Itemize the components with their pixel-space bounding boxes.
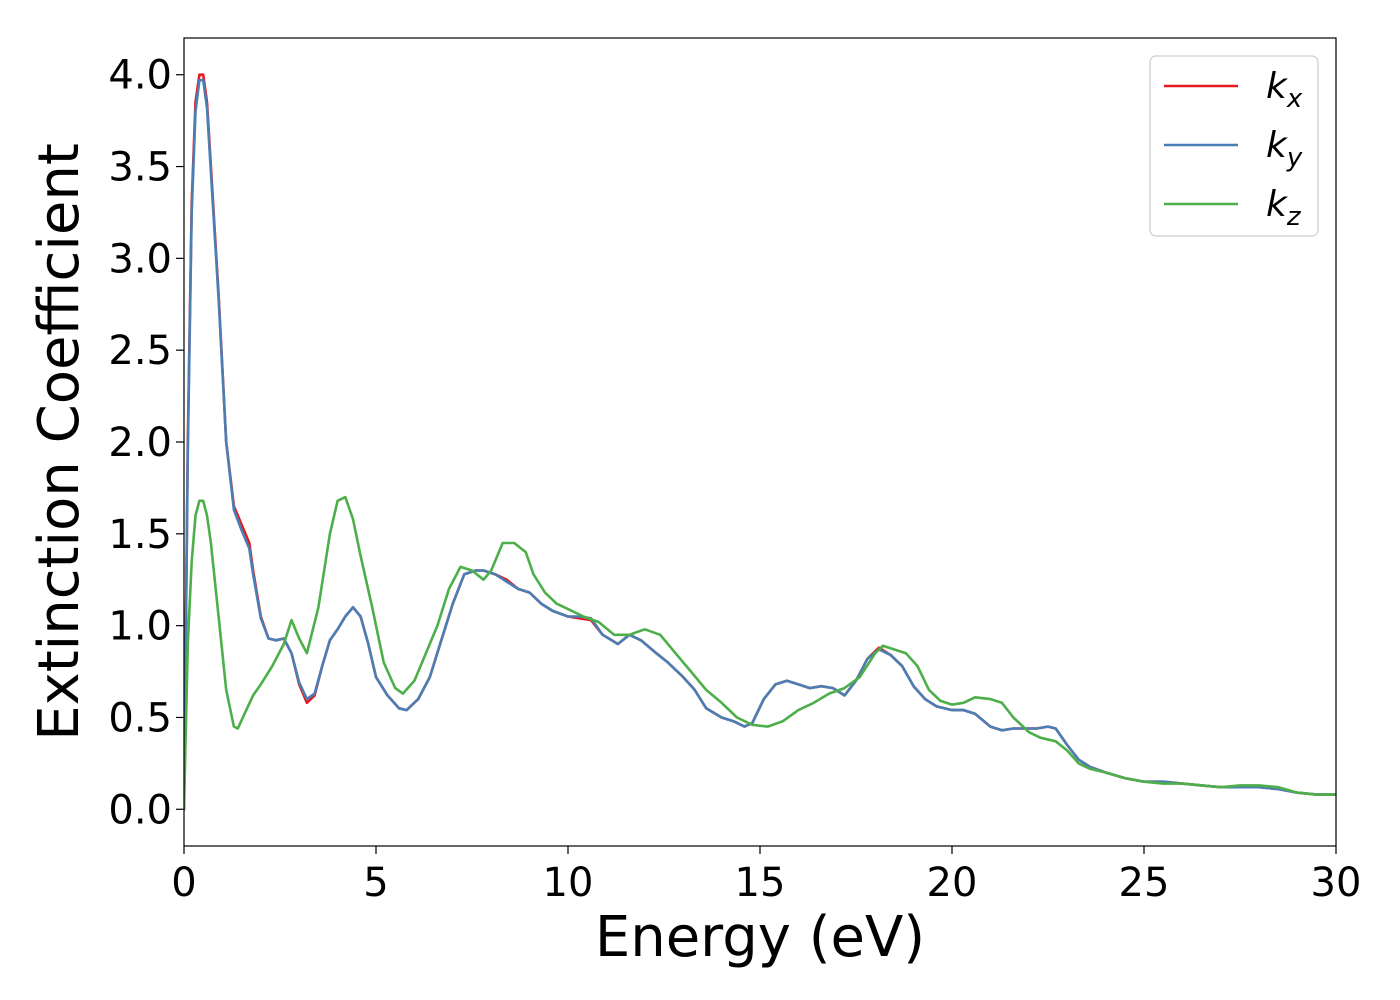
y-tick-label: 4.0 (108, 53, 172, 99)
x-tick-label: 30 (1311, 860, 1362, 906)
y-tick-label: 2.5 (108, 328, 172, 374)
x-axis: 0 5 10 15 20 25 30 (171, 846, 1361, 906)
series-line-kz (184, 495, 1336, 811)
y-axis-label: Extinction Coefficient (27, 143, 92, 741)
x-tick-label: 20 (927, 860, 978, 906)
x-tick-label: 5 (363, 860, 388, 906)
x-tick-label: 0 (171, 860, 196, 906)
legend-label-kx: kx (1266, 66, 1303, 114)
x-tick-label: 25 (1119, 860, 1170, 906)
x-axis-label: Energy (eV) (595, 905, 925, 970)
legend-label-ky: ky (1266, 125, 1303, 173)
y-tick-label: 1.0 (108, 604, 172, 650)
y-tick-label: 1.5 (108, 512, 172, 558)
y-tick-label: 0.5 (108, 695, 172, 741)
x-tick-label: 10 (543, 860, 594, 906)
y-axis: 0.0 0.5 1.0 1.5 2.0 2.5 3.0 3.5 4.0 (108, 53, 184, 833)
series-layer (184, 73, 1336, 811)
y-tick-label: 3.0 (108, 236, 172, 282)
x-tick-label: 15 (735, 860, 786, 906)
y-tick-label: 3.5 (108, 145, 172, 191)
legend-label-kz: kz (1266, 184, 1302, 232)
legend: kx ky kz (1149, 55, 1319, 237)
y-tick-label: 0.0 (108, 787, 172, 833)
y-tick-label: 2.0 (108, 420, 172, 466)
